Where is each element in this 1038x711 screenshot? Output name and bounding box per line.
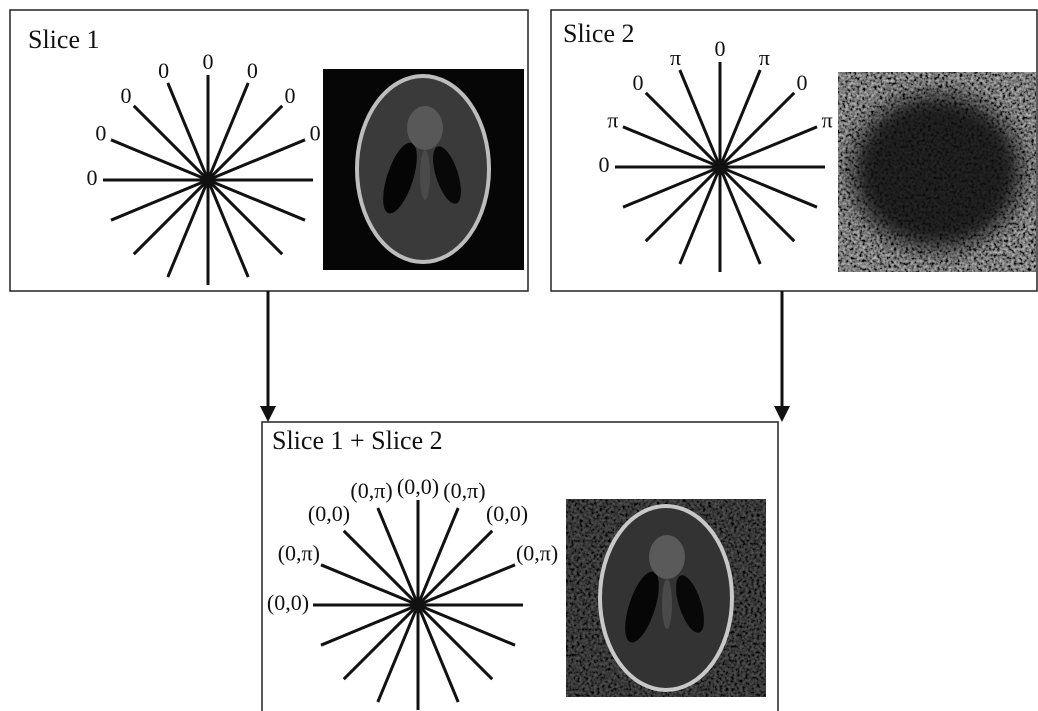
spoke-label: 0 bbox=[95, 121, 106, 146]
spoke-label: (0,π) bbox=[350, 478, 392, 503]
spoke-label: 0 bbox=[203, 49, 214, 74]
diagram: Slice 1 Slice 2 Slice 1 + Slice 2 000000… bbox=[0, 0, 1038, 711]
combined-image bbox=[566, 499, 766, 697]
spoke-label: π bbox=[607, 108, 618, 133]
spoke-label: 0 bbox=[797, 70, 808, 95]
spoke-label: (0,π) bbox=[443, 478, 485, 503]
spoke-label: 0 bbox=[599, 152, 610, 177]
spoke-label: 0 bbox=[632, 70, 643, 95]
spoke-label: π bbox=[822, 108, 833, 133]
spoke-label: 0 bbox=[87, 165, 98, 190]
spoke-label: π bbox=[759, 45, 770, 70]
spoke-label: 0 bbox=[158, 58, 169, 83]
spoke-label: (0,0) bbox=[267, 590, 309, 615]
phantom-image bbox=[323, 69, 524, 270]
arrow bbox=[260, 291, 276, 422]
arrow bbox=[774, 291, 790, 422]
noise-image bbox=[838, 72, 1036, 272]
panel-title: Slice 2 bbox=[563, 19, 635, 48]
panel-title: Slice 1 bbox=[28, 25, 100, 54]
panel-title: Slice 1 + Slice 2 bbox=[272, 426, 443, 455]
spoke-label: 0 bbox=[310, 121, 321, 146]
spoke-label: (0,π) bbox=[516, 541, 558, 566]
spoke-label: π bbox=[670, 45, 681, 70]
spoke-label: 0 bbox=[247, 58, 258, 83]
spoke-label: 0 bbox=[715, 36, 726, 61]
spoke-label: 0 bbox=[285, 83, 296, 108]
spoke-label: (0,0) bbox=[308, 501, 350, 526]
spoke-label: (0,0) bbox=[397, 474, 439, 499]
spoke-label: 0 bbox=[120, 83, 131, 108]
spoke-label: (0,0) bbox=[486, 501, 528, 526]
spoke-label: (0,π) bbox=[278, 541, 320, 566]
